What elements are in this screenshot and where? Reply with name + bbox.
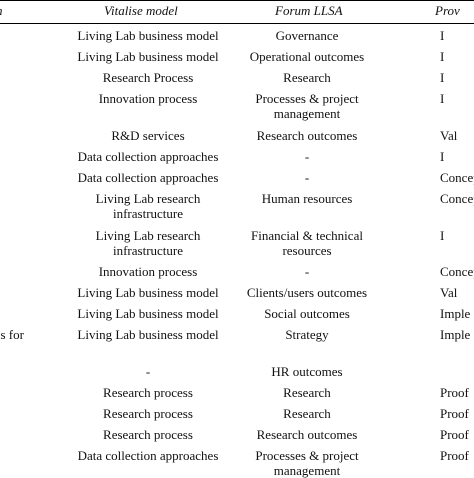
cell-forum-llsa: Operational outcomes [249,49,365,64]
cell-forum-llsa: Financial & technical resources [251,228,363,258]
cell-col-4: Proof [440,406,469,421]
cell-vitalise-model: Living Lab business model [77,285,219,300]
cell-forum-llsa: Social outcomes [264,306,350,321]
cell-col-4: Concep [440,191,474,206]
cell-vitalise-model: R&D services [111,128,185,143]
header-col-4: Prov [435,3,460,18]
cell-vitalise-model: - [145,364,151,379]
cell-forum-llsa: Research outcomes [256,427,358,442]
cell-vitalise-model: Research process [103,427,193,442]
cell-forum-llsa: Clients/users outcomes [246,285,368,300]
cell-col-4: I [440,70,445,85]
cell-col-4: Val [440,285,458,300]
cell-vitalise-model: Living Lab business model [77,306,219,321]
cell-forum-llsa: - [304,170,310,185]
cell-vitalise-model: Living Lab business model [77,49,219,64]
cell-col-4: I [440,28,445,43]
header-vitalise-model: Vitalise model [104,3,178,18]
cell-vitalise-model: Living Lab business model [77,327,219,342]
cell-forum-llsa: - [304,264,310,279]
cell-col-4: I [440,228,445,243]
cell-col-4: Imple [440,306,471,321]
cell-col-4: Val [440,128,458,143]
cell-vitalise-model: Research Process [102,70,194,85]
cell-col-4: Imple [440,327,471,342]
cell-col-4: I [440,149,445,164]
cell-col-4: Proof [440,448,469,463]
cell-vitalise-model: Research process [103,385,193,400]
cell-col-4: Concep [440,264,474,279]
cell-forum-llsa: Research [283,385,331,400]
cell-col-4: Concep [440,170,474,185]
cell-vitalise-model: Innovation process [98,91,198,106]
header-col-1: n [0,3,3,19]
header-forum-llsa: Forum LLSA [275,3,343,18]
cell-col-4: Proof [440,385,469,400]
cell-forum-llsa: HR outcomes [271,364,343,379]
cell-vitalise-model: Data collection approaches [77,170,219,185]
cell-vitalise-model: Research process [103,406,193,421]
cell-vitalise-model: Data collection approaches [77,149,219,164]
table-top-rule [0,0,474,1]
cell-forum-llsa: Governance [275,28,339,43]
header-rule [0,23,474,24]
cell-vitalise-model: Data collection approaches [77,448,219,463]
cell-forum-llsa: Research [283,406,331,421]
cell-col-4: I [440,91,445,106]
cell-vitalise-model: Innovation process [98,264,198,279]
cell-forum-llsa: Research outcomes [256,128,358,143]
cell-forum-llsa: Research [283,70,331,85]
cell-col-4: I [440,49,445,64]
cell-forum-llsa: Human resources [261,191,353,206]
cell-vitalise-model: Living Lab research infrastructure [95,191,201,221]
cell-col-1: ns for [0,327,24,342]
cell-col-4: Proof [440,427,469,442]
cell-forum-llsa: - [304,149,310,164]
cell-vitalise-model: Living Lab business model [77,28,219,43]
cell-forum-llsa: Processes & project management [255,91,359,121]
cell-vitalise-model: Living Lab research infrastructure [95,228,201,258]
cell-forum-llsa: Strategy [285,327,329,342]
